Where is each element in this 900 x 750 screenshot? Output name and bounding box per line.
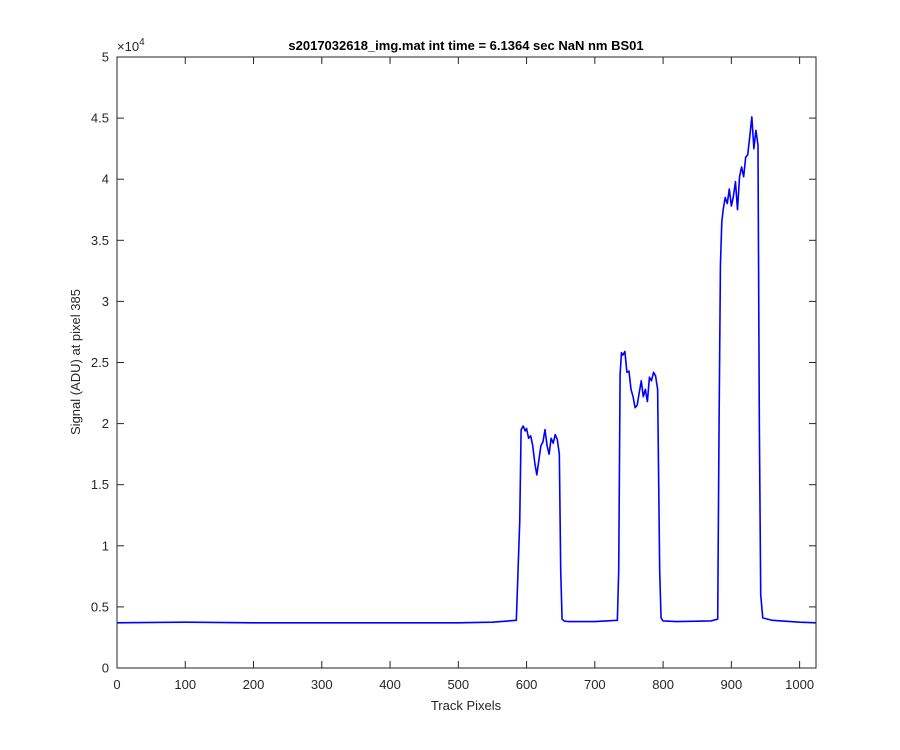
y-exponent-base: ×10 (117, 39, 139, 54)
x-tick-label: 900 (721, 677, 743, 692)
x-tick-label: 600 (516, 677, 538, 692)
x-tick-label: 200 (243, 677, 265, 692)
x-tick-label: 400 (379, 677, 401, 692)
y-tick-label: 3 (102, 294, 109, 309)
x-tick-label: 500 (447, 677, 469, 692)
x-tick-label: 800 (652, 677, 674, 692)
y-exponent-power: 4 (139, 37, 145, 48)
y-tick-label: 0 (102, 661, 109, 676)
y-tick-label: 4.5 (91, 111, 109, 126)
plot-area (117, 57, 816, 668)
y-tick-label: 1 (102, 538, 109, 553)
x-tick-label: 1000 (785, 677, 814, 692)
y-axis-label: Signal (ADU) at pixel 385 (68, 289, 83, 435)
series-line-0 (116, 116, 817, 624)
chart-title: s2017032618_img.mat int time = 6.1364 se… (288, 38, 643, 53)
x-tick-label: 300 (311, 677, 333, 692)
y-tick-label: 4 (102, 172, 109, 187)
y-tick-label: 2 (102, 416, 109, 431)
x-tick-label: 700 (584, 677, 606, 692)
y-axis-exponent: ×104 (117, 37, 145, 54)
x-tick-label: 0 (113, 677, 120, 692)
x-tick-label: 100 (174, 677, 196, 692)
x-axis-label: Track Pixels (431, 698, 502, 713)
y-tick-label: 2.5 (91, 355, 109, 370)
y-tick-label: 3.5 (91, 233, 109, 248)
y-tick-label: 1.5 (91, 477, 109, 492)
y-tick-label: 5 (102, 50, 109, 65)
y-tick-label: 0.5 (91, 599, 109, 614)
